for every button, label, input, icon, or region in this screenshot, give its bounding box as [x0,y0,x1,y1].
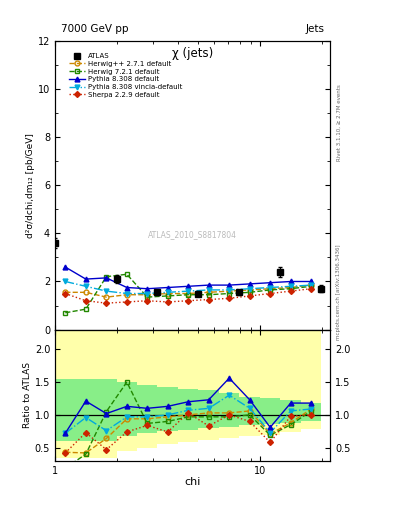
Pythia 8.308 default [186,283,191,289]
Pythia 8.308 default [309,279,314,285]
Herwig 7.2.1 default [227,290,231,296]
Herwig++ 2.7.1 default [63,289,68,295]
Text: Rivet 3.1.10, ≥ 2.7M events: Rivet 3.1.10, ≥ 2.7M events [336,84,341,161]
Herwig 7.2.1 default [145,294,150,300]
Herwig++ 2.7.1 default [104,294,109,300]
Line: Herwig 7.2.1 default: Herwig 7.2.1 default [63,272,314,315]
Pythia 8.308 default [247,281,252,287]
Text: ATLAS_2010_S8817804: ATLAS_2010_S8817804 [148,230,237,239]
Pythia 8.308 vincia-default [206,287,211,293]
Pythia 8.308 vincia-default [145,290,150,296]
Herwig++ 2.7.1 default [227,288,231,294]
Herwig++ 2.7.1 default [268,286,273,292]
Herwig 7.2.1 default [288,286,293,292]
Pythia 8.308 vincia-default [63,279,68,285]
Sherpa 2.2.9 default [186,297,191,304]
Pythia 8.308 vincia-default [165,289,170,295]
Line: Pythia 8.308 vincia-default: Pythia 8.308 vincia-default [63,279,314,296]
Pythia 8.308 vincia-default [227,287,231,293]
Herwig++ 2.7.1 default [247,287,252,293]
Pythia 8.308 vincia-default [83,283,88,289]
Herwig++ 2.7.1 default [206,289,211,295]
Sherpa 2.2.9 default [83,297,88,304]
Herwig 7.2.1 default [309,283,314,289]
Pythia 8.308 vincia-default [104,288,109,294]
Herwig 7.2.1 default [165,293,170,299]
Sherpa 2.2.9 default [63,290,68,296]
Herwig++ 2.7.1 default [145,292,150,298]
Pythia 8.308 default [165,285,170,291]
X-axis label: chi: chi [184,477,201,487]
Pythia 8.308 vincia-default [247,286,252,292]
Text: mcplots.cern.ch [arXiv:1306.3436]: mcplots.cern.ch [arXiv:1306.3436] [336,244,341,339]
Herwig++ 2.7.1 default [186,290,191,296]
Text: χ (jets): χ (jets) [172,47,213,60]
Pythia 8.308 default [145,286,150,292]
Sherpa 2.2.9 default [145,297,150,304]
Sherpa 2.2.9 default [227,295,231,302]
Sherpa 2.2.9 default [165,299,170,305]
Pythia 8.308 default [125,285,129,291]
Pythia 8.308 vincia-default [309,282,314,288]
Pythia 8.308 default [63,264,68,270]
Pythia 8.308 default [288,279,293,285]
Sherpa 2.2.9 default [247,293,252,299]
Line: Sherpa 2.2.9 default: Sherpa 2.2.9 default [63,287,313,305]
Herwig 7.2.1 default [83,306,88,312]
Sherpa 2.2.9 default [206,296,211,303]
Sherpa 2.2.9 default [104,300,109,306]
Pythia 8.308 default [104,275,109,281]
Line: Pythia 8.308 default: Pythia 8.308 default [63,265,314,291]
Text: Jets: Jets [306,24,325,34]
Pythia 8.308 default [206,282,211,288]
Herwig 7.2.1 default [125,271,129,278]
Herwig++ 2.7.1 default [309,282,314,288]
Y-axis label: Ratio to ATLAS: Ratio to ATLAS [23,362,32,428]
Line: Herwig++ 2.7.1 default: Herwig++ 2.7.1 default [63,283,314,300]
Herwig++ 2.7.1 default [165,290,170,296]
Herwig 7.2.1 default [268,287,273,293]
Sherpa 2.2.9 default [268,290,273,296]
Pythia 8.308 vincia-default [268,285,273,291]
Herwig 7.2.1 default [186,292,191,298]
Herwig 7.2.1 default [104,273,109,280]
Herwig++ 2.7.1 default [83,289,88,295]
Sherpa 2.2.9 default [288,288,293,294]
Pythia 8.308 default [268,280,273,286]
Pythia 8.308 default [227,282,231,288]
Herwig 7.2.1 default [247,289,252,295]
Herwig 7.2.1 default [63,310,68,316]
Pythia 8.308 vincia-default [186,288,191,294]
Text: 7000 GeV pp: 7000 GeV pp [61,24,128,34]
Pythia 8.308 default [83,276,88,282]
Herwig 7.2.1 default [206,292,211,298]
Herwig++ 2.7.1 default [125,292,129,298]
Sherpa 2.2.9 default [125,299,129,305]
Pythia 8.308 vincia-default [288,283,293,289]
Pythia 8.308 vincia-default [125,290,129,296]
Legend: ATLAS, Herwig++ 2.7.1 default, Herwig 7.2.1 default, Pythia 8.308 default, Pythi: ATLAS, Herwig++ 2.7.1 default, Herwig 7.… [70,53,183,98]
Y-axis label: d²σ/dchi,dm₁₂ [pb/GeV]: d²σ/dchi,dm₁₂ [pb/GeV] [26,133,35,238]
Sherpa 2.2.9 default [309,286,314,292]
Herwig++ 2.7.1 default [288,285,293,291]
